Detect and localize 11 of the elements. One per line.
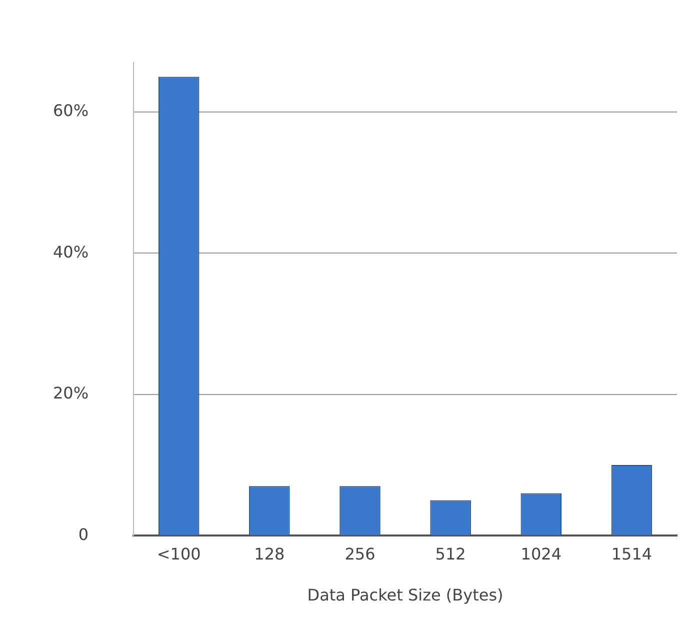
x-tick-label: 1514: [611, 544, 652, 564]
x-tick-label: 128: [254, 544, 285, 564]
x-tick-label: 512: [435, 544, 466, 564]
x-tick-label: 1024: [520, 544, 562, 564]
y-tick-label: 20%: [53, 384, 89, 403]
x-tick-label: <100: [156, 544, 201, 564]
y-tick-label: 40%: [53, 242, 89, 262]
x-axis-title: Data Packet Size (Bytes): [307, 586, 504, 605]
y-tick-label: 60%: [53, 101, 89, 120]
y-tick-label: 0: [78, 524, 89, 544]
x-tick-label: 256: [344, 544, 376, 564]
